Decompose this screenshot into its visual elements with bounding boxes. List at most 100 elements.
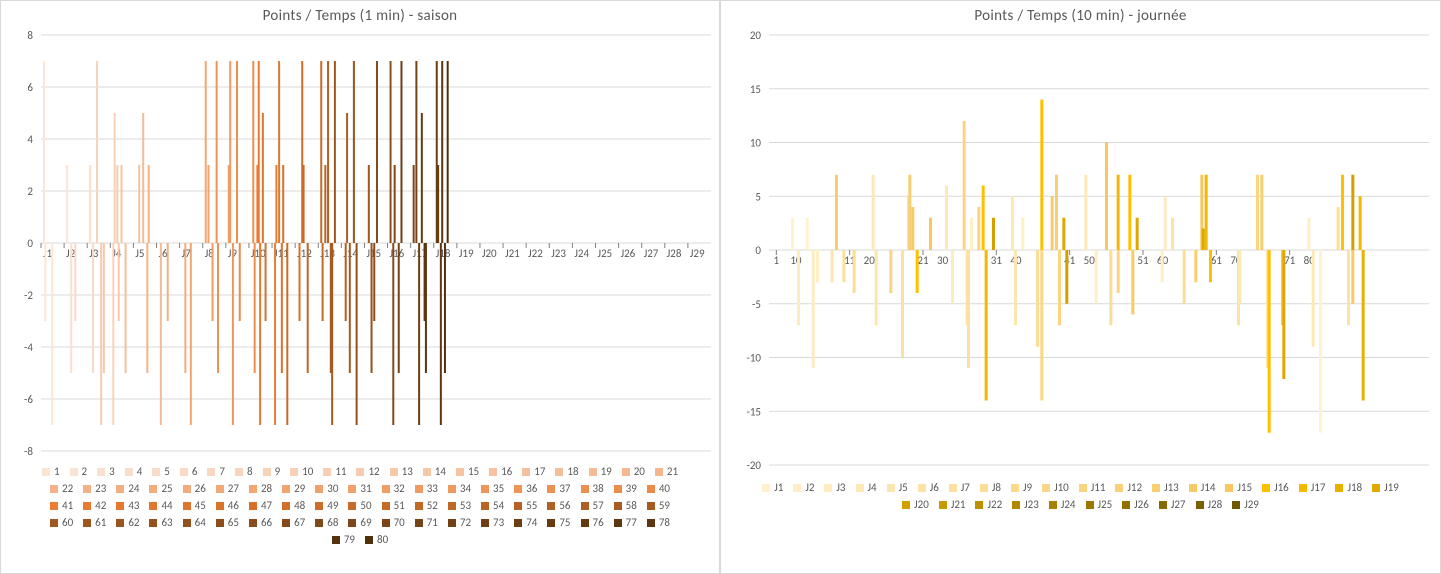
legend-item: J7 — [949, 481, 970, 494]
legend-item: 13 — [390, 465, 413, 478]
legend-swatch — [902, 501, 910, 509]
legend-item: 53 — [448, 499, 471, 512]
svg-text:31: 31 — [991, 254, 1003, 267]
legend-label: J26 — [1134, 498, 1149, 511]
svg-text:4: 4 — [27, 133, 33, 146]
legend-label: 30 — [327, 482, 338, 495]
legend-swatch — [918, 484, 926, 492]
legend-item: 31 — [348, 482, 371, 495]
legend-swatch — [1011, 484, 1019, 492]
legend-swatch — [315, 519, 323, 527]
svg-text:J3: J3 — [89, 247, 99, 260]
legend-swatch — [622, 468, 630, 476]
legend-label: 42 — [95, 499, 106, 512]
legend-swatch — [1232, 501, 1240, 509]
legend-swatch — [348, 519, 356, 527]
legend-label: 4 — [137, 465, 143, 478]
legend-label: 28 — [261, 482, 272, 495]
legend-label: J29 — [1244, 498, 1259, 511]
svg-text:J21: J21 — [505, 247, 520, 260]
legend-item: J10 — [1042, 481, 1069, 494]
legend-label: 62 — [128, 516, 139, 529]
legend-item: 80 — [365, 533, 388, 546]
legend-label: 29 — [294, 482, 305, 495]
legend-item: 35 — [481, 482, 504, 495]
svg-text:J7: J7 — [182, 247, 192, 260]
legend-label: 61 — [95, 516, 106, 529]
legend-swatch — [456, 468, 464, 476]
svg-text:51: 51 — [1137, 254, 1149, 267]
legend-item: 19 — [589, 465, 612, 478]
legend-item: 1 — [42, 465, 60, 478]
svg-text:J26: J26 — [621, 247, 636, 260]
legend-label: 32 — [394, 482, 405, 495]
legend-swatch — [589, 468, 597, 476]
panel-journee: Points / Temps (10 min) - journée -20-15… — [720, 0, 1441, 574]
legend-swatch — [249, 519, 257, 527]
legend-swatch — [50, 485, 58, 493]
legend-item: 23 — [83, 482, 106, 495]
legend-label: J15 — [1237, 481, 1252, 494]
legend-label: 71 — [427, 516, 438, 529]
svg-text:J23: J23 — [551, 247, 566, 260]
legend-swatch — [555, 468, 563, 476]
legend-swatch — [315, 485, 323, 493]
legend-swatch — [1159, 501, 1167, 509]
svg-text:0: 0 — [27, 237, 33, 250]
legend-label: 47 — [261, 499, 272, 512]
legend-label: 3 — [109, 465, 115, 478]
legend-item: 12 — [356, 465, 379, 478]
legend-item: 48 — [282, 499, 305, 512]
legend-swatch — [116, 502, 124, 510]
legend-item: 47 — [249, 499, 272, 512]
legend-item: 56 — [547, 499, 570, 512]
legend-item: 22 — [50, 482, 73, 495]
svg-text:J5: J5 — [135, 247, 144, 260]
svg-text:30: 30 — [937, 254, 949, 267]
legend-swatch — [581, 485, 589, 493]
legend-swatch — [290, 468, 298, 476]
legend-label: 68 — [327, 516, 338, 529]
svg-text:5: 5 — [755, 190, 761, 203]
legend-label: J13 — [1164, 481, 1179, 494]
legend-swatch — [481, 485, 489, 493]
legend-label: 35 — [493, 482, 504, 495]
legend-item: 37 — [547, 482, 570, 495]
legend-item: 3 — [97, 465, 115, 478]
legend-swatch — [1225, 484, 1233, 492]
legend-item: J21 — [939, 498, 966, 511]
legend-label: J23 — [1024, 498, 1039, 511]
legend-swatch — [793, 484, 801, 492]
legend-swatch — [332, 536, 340, 544]
legend-label: 8 — [247, 465, 253, 478]
legend-label: 23 — [95, 482, 106, 495]
legend-label: 26 — [195, 482, 206, 495]
legend-item: 27 — [216, 482, 239, 495]
svg-text:-15: -15 — [746, 405, 761, 418]
legend-swatch — [249, 485, 257, 493]
legend-swatch — [655, 468, 663, 476]
legend-swatch — [315, 502, 323, 510]
legend-item: J20 — [902, 498, 929, 511]
legend-item: J15 — [1225, 481, 1252, 494]
legend-item: 36 — [514, 482, 537, 495]
legend-item: J25 — [1086, 498, 1113, 511]
svg-text:8: 8 — [27, 29, 33, 42]
legend-item: 60 — [50, 516, 73, 529]
legend-label: J6 — [930, 481, 939, 494]
legend-swatch — [514, 519, 522, 527]
legend-swatch — [180, 468, 188, 476]
legend-label: 7 — [219, 465, 225, 478]
svg-text:2: 2 — [27, 185, 33, 198]
legend-label: J1 — [774, 481, 783, 494]
svg-text:10: 10 — [790, 254, 802, 267]
legend-label: 65 — [228, 516, 239, 529]
legend-swatch — [949, 484, 957, 492]
legend-item: J24 — [1049, 498, 1076, 511]
legend-swatch — [939, 501, 947, 509]
legend-label: 19 — [601, 465, 612, 478]
legend-label: J17 — [1311, 481, 1326, 494]
legend-item: J1 — [762, 481, 783, 494]
legend-label: 80 — [377, 533, 388, 546]
legend-swatch — [614, 485, 622, 493]
